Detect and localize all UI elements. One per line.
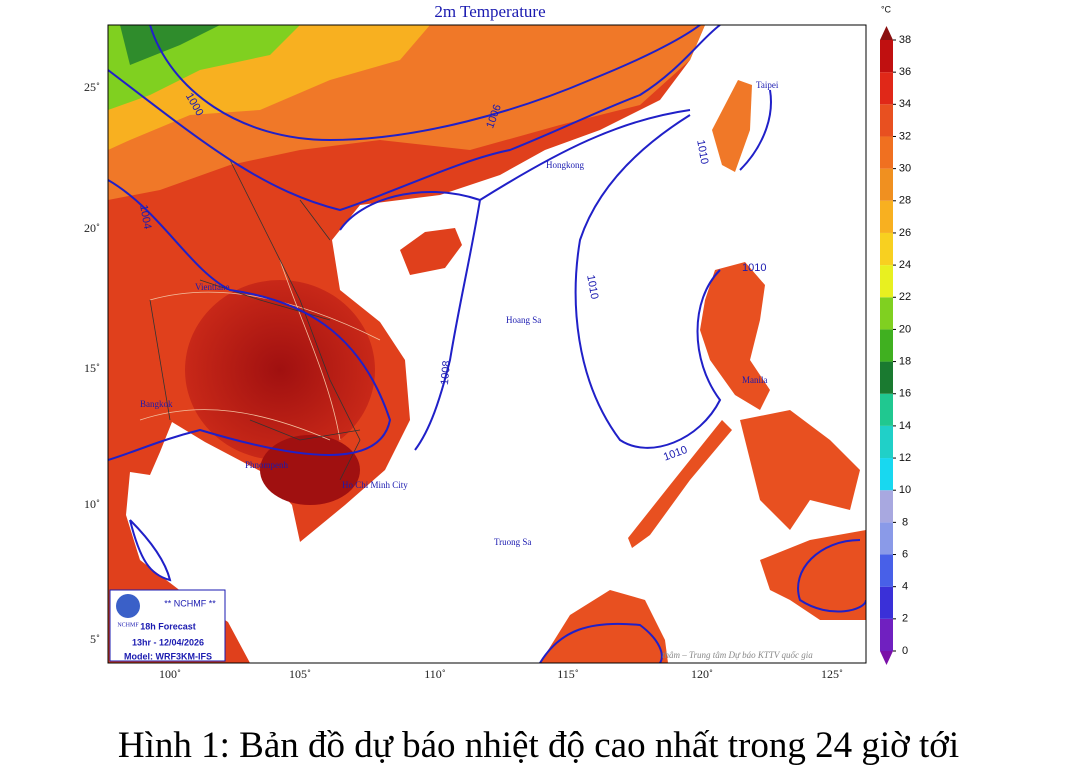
info-box: NCHMF ** NCHMF ** 18h Forecast 13hr - 12… (109, 589, 226, 662)
colorbar-tick-label: 12 (899, 452, 911, 464)
colorbar-tick-label: 4 (902, 581, 908, 593)
colorbar-tick-label: 8 (902, 516, 908, 528)
info-model: Model: WRF3KM-IFS (124, 651, 212, 661)
colorbar-segment (880, 393, 893, 426)
colorbar-segment (880, 40, 893, 73)
lat-label: 10˚ (84, 497, 100, 511)
info-header: ** NCHMF ** (164, 598, 216, 608)
colorbar-segment (880, 200, 893, 233)
colorbar-arrow (880, 26, 893, 40)
colorbar-segment (880, 232, 893, 266)
colorbar-segment (880, 618, 893, 651)
colorbar-tick-label: 16 (899, 388, 911, 400)
place-label: Bangkok (140, 399, 173, 409)
colorbar-segment (880, 458, 893, 491)
colorbar-segment (880, 136, 893, 169)
caption: Hình 1: Bản đồ dự báo nhiệt độ cao nhất … (117, 725, 960, 766)
lon-label: 115˚ (557, 667, 579, 681)
map-area (108, 25, 866, 663)
contour-label: 1004 (137, 204, 153, 230)
visayas (740, 410, 860, 530)
lat-label: 5˚ (90, 632, 100, 646)
colorbar-segment (880, 297, 893, 330)
colorbar-segment (880, 554, 893, 587)
info-time: 13hr - 12/04/2026 (132, 637, 204, 647)
place-label: Ho Chi Minh City (342, 480, 408, 490)
colorbar-segment (880, 329, 893, 362)
colorbar-tick-label: 2 (902, 613, 908, 625)
place-label: Vientiane (195, 282, 229, 292)
place-label: Taipei (756, 80, 779, 90)
lon-label: 110˚ (424, 667, 446, 681)
place-label: Hongkong (546, 160, 584, 170)
colorbar-tick-label: 26 (899, 227, 911, 239)
credit: thâm – Trung tâm Dự báo KTTV quốc gia (662, 650, 813, 660)
mainland (108, 25, 705, 663)
colorbar-segment (880, 265, 893, 298)
mindanao (760, 530, 866, 620)
colorbar-arrow (880, 651, 893, 665)
colorbar-tick-label: 28 (899, 195, 911, 207)
lon-label: 105˚ (289, 667, 311, 681)
info-forecast: 18h Forecast (140, 621, 196, 631)
place-label: Phnompenh (245, 460, 289, 470)
colorbar-segment (880, 104, 893, 137)
lon-label: 120˚ (691, 667, 713, 681)
colorbar-tick-label: 32 (899, 130, 911, 142)
contour-label: 1010 (694, 139, 710, 165)
colorbar-tick-label: 10 (899, 484, 911, 496)
colorbar-tick-label: 18 (899, 355, 911, 367)
logo-text: NCHMF (117, 622, 139, 628)
colorbar-segment (880, 168, 893, 201)
place-label: Hoang Sa (506, 315, 541, 325)
hainan (400, 228, 462, 275)
colorbar-tick-label: 22 (899, 291, 911, 303)
place-label: Manila (742, 375, 768, 385)
colorbar-segment (880, 72, 893, 105)
colorbar-segment (880, 425, 893, 459)
colorbar-tick-label: 24 (899, 259, 911, 271)
map-frame (107, 24, 867, 664)
contour-label: 1008 (439, 360, 453, 385)
lat-label: 20˚ (84, 221, 100, 235)
colorbar-segment (880, 586, 893, 619)
colorbar-tick-label: 36 (899, 66, 911, 78)
colorbar-segment (880, 361, 893, 394)
taiwan (712, 80, 752, 172)
contour-label: 1010 (584, 274, 600, 300)
contour-label: 1010 (742, 262, 766, 274)
colorbar-tick-label: 14 (899, 420, 911, 432)
lat-label: 15˚ (84, 361, 100, 375)
luzon (700, 262, 770, 410)
lat-label: 25˚ (84, 80, 100, 94)
colorbar-segment (880, 522, 893, 555)
colorbar-tick-label: 0 (902, 645, 908, 657)
colorbar-tick-label: 38 (899, 34, 911, 46)
place-label: Truong Sa (494, 537, 531, 547)
lon-label: 125˚ (821, 667, 843, 681)
colorbar-tick-label: 6 (902, 548, 908, 560)
colorbar-tick-label: 20 (899, 323, 911, 335)
map-title: 2m Temperature (434, 2, 545, 21)
map-figure: 2m Temperature 25˚ 20˚ 15˚ 10˚ 5˚ 100˚ 1… (84, 2, 911, 681)
palawan (628, 420, 732, 548)
colorbar-unit: °C (881, 4, 892, 14)
borneo (540, 590, 668, 663)
colorbar-segment (880, 490, 893, 523)
colorbar-tick-label: 34 (899, 98, 911, 110)
colorbar-tick-label: 30 (899, 163, 911, 175)
lon-label: 100˚ (159, 667, 181, 681)
